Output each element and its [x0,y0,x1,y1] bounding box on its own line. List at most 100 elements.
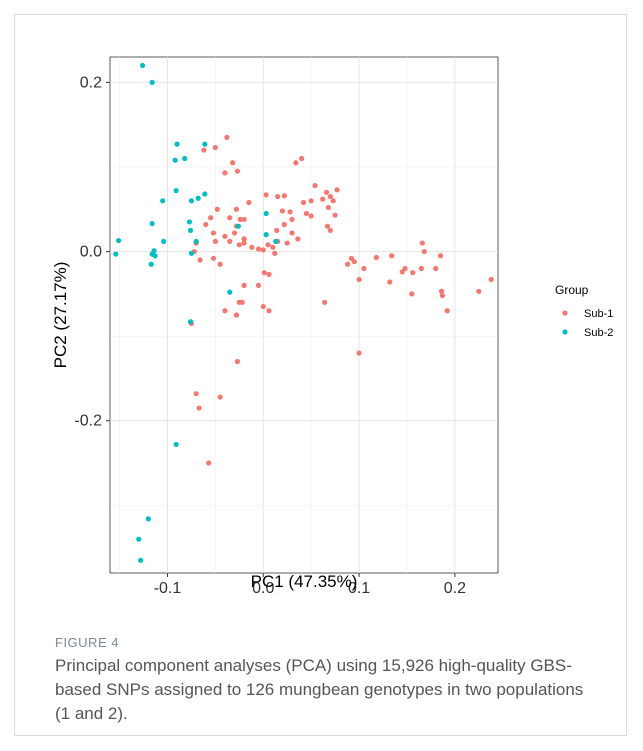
data-point-sub-1 [439,292,446,299]
data-point-sub-2 [202,141,208,147]
data-point-sub-1 [197,257,203,263]
data-point-sub-2 [160,198,166,204]
data-point-sub-2 [113,251,119,257]
data-point-sub-1 [217,261,223,267]
data-point-sub-1 [207,215,214,221]
data-point-sub-1 [389,253,395,259]
data-point-sub-1 [210,230,217,236]
data-point-sub-1 [270,244,276,250]
data-point-sub-1 [324,223,331,229]
data-point-sub-1 [261,270,267,276]
data-point-sub-1 [438,288,445,294]
data-point-sub-1 [284,240,290,246]
data-point-sub-2 [173,188,179,194]
data-point-sub-1 [444,308,450,314]
data-point-sub-1 [327,193,333,200]
data-point-sub-1 [402,265,408,272]
data-point-sub-1 [266,308,272,314]
data-point-sub-1 [249,244,255,250]
data-point-sub-2 [195,195,201,201]
legend-title: Group [555,283,589,297]
data-point-sub-1 [295,236,301,242]
data-point-sub-2 [193,238,199,245]
data-point-sub-1 [334,187,340,193]
data-point-sub-1 [312,182,318,189]
data-point-sub-2 [235,223,241,229]
x-tick-label: 0.2 [444,580,466,597]
figure-label: FIGURE 4 [55,635,119,650]
data-point-sub-2 [152,253,158,259]
data-point-sub-1 [203,221,209,228]
data-point-sub-1 [361,265,367,272]
data-point-sub-1 [320,196,326,202]
data-point-sub-1 [241,282,247,288]
data-point-sub-1 [227,215,233,221]
y-axis-title: PC2 (27.17%) [51,262,70,369]
data-point-sub-1 [373,254,379,261]
data-point-sub-1 [299,155,305,162]
data-point-sub-1 [222,308,228,314]
data-point-sub-1 [212,238,218,245]
plot-panel [109,56,499,574]
data-point-sub-1 [222,170,228,176]
data-point-sub-1 [308,198,314,204]
data-point-sub-2 [161,238,167,245]
x-axis-ticks: -0.1 0.0 0.1 0.2 [154,573,466,597]
data-point-sub-1 [266,271,272,277]
data-point-sub-2 [136,536,142,542]
data-point-sub-2 [149,221,155,227]
data-point-sub-1 [255,282,262,288]
legend-label-sub-2: Sub-2 [584,327,613,339]
data-point-sub-1 [201,147,207,153]
data-point-sub-1 [231,230,238,236]
data-point-sub-1 [206,460,212,466]
data-point-sub-1 [241,240,247,246]
data-point-sub-1 [272,250,278,256]
data-point-sub-1 [233,312,240,318]
data-point-sub-1 [348,255,355,261]
data-point-sub-1 [196,405,202,411]
data-point-sub-1 [289,230,295,236]
y-tick-label: -0.2 [74,413,102,430]
data-point-sub-1 [263,192,269,198]
data-point-sub-1 [255,246,262,252]
data-point-sub-1 [260,247,266,253]
data-point-sub-1 [236,242,242,248]
data-point-sub-1 [488,276,494,283]
data-point-sub-2 [188,250,195,256]
legend-key-sub-1 [562,310,568,316]
data-point-sub-1 [351,259,357,265]
data-point-sub-2 [263,232,269,238]
data-point-sub-1 [281,221,287,228]
data-point-sub-1 [227,238,233,245]
data-point-sub-1 [300,199,307,206]
x-tick-label: 0.1 [348,580,370,597]
data-point-sub-2 [139,62,146,69]
data-point-sub-1 [433,265,439,272]
data-point-sub-1 [246,199,252,206]
data-point-sub-1 [212,144,218,151]
data-point-sub-1 [387,279,393,285]
data-point-sub-1 [241,216,247,223]
data-point-sub-2 [145,516,151,522]
data-point-sub-2 [182,155,188,162]
data-point-sub-1 [418,265,424,272]
data-point-sub-1 [210,255,217,261]
x-axis-title: PC1 (47.35%) [251,572,358,591]
figure-caption: Principal component analyses (PCA) using… [55,656,584,723]
data-point-sub-1 [279,208,286,214]
data-point-sub-1 [356,276,362,283]
data-point-sub-2 [173,441,179,448]
x-tick-label: 0.0 [252,580,274,597]
y-tick-label: 0.2 [80,74,102,91]
legend-key-sub-2 [562,329,568,335]
data-point-sub-1 [287,209,293,215]
data-point-sub-1 [332,212,338,218]
data-point-sub-1 [356,350,362,356]
data-point-sub-1 [234,358,241,365]
data-point-sub-1 [214,206,220,212]
data-point-sub-1 [265,242,271,248]
data-point-sub-1 [239,299,245,305]
data-point-sub-2 [273,238,279,245]
